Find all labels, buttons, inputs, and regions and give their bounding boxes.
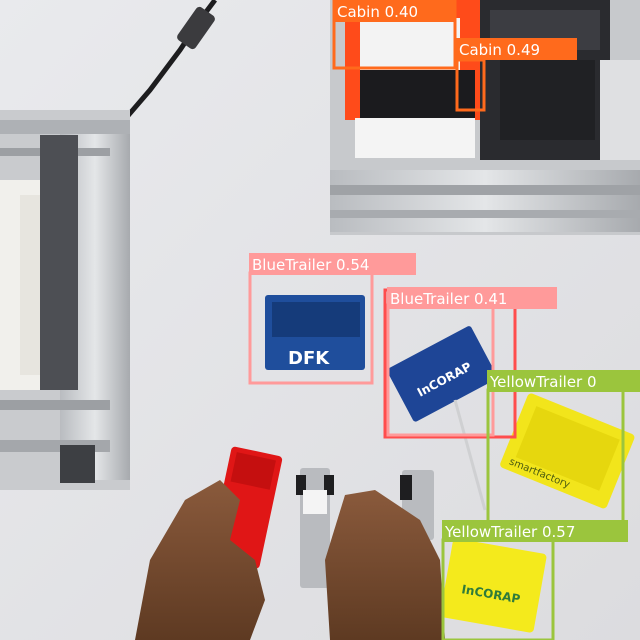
right-hand — [325, 490, 445, 640]
detection-label: Cabin 0.40 — [337, 3, 418, 21]
detection-label: YellowTrailer 0.57 — [444, 523, 575, 541]
stylus — [453, 399, 487, 511]
cable — [118, 0, 217, 127]
blue-trailer-incorap: InCORAP — [387, 326, 498, 422]
detection-label: BlueTrailer 0.54 — [252, 256, 369, 274]
chassis-left — [296, 468, 334, 588]
left-rail-machine — [0, 110, 130, 490]
dfk-logo-text: DFK — [288, 348, 330, 369]
detection-yellowtrailer-057: YellowTrailer 0.57 — [441, 520, 628, 640]
left-hand — [135, 480, 265, 640]
yellow-trailer-plate: InCORAP — [440, 538, 547, 633]
detection-cabin-049: Cabin 0.49 — [455, 38, 577, 112]
yellow-trailer-box: smartfactory — [500, 393, 635, 509]
detection-bluetrailer-054: BlueTrailer 0.54 — [248, 253, 416, 385]
detection-cabin-040: Cabin 0.40 — [332, 0, 457, 70]
blue-trailer-dfk: DFK — [265, 295, 365, 370]
detection-label: Cabin 0.49 — [459, 41, 540, 59]
cabin-station — [330, 0, 640, 235]
detection-label: BlueTrailer 0.41 — [390, 290, 507, 308]
detection-label: YellowTrailer 0 — [489, 373, 597, 391]
